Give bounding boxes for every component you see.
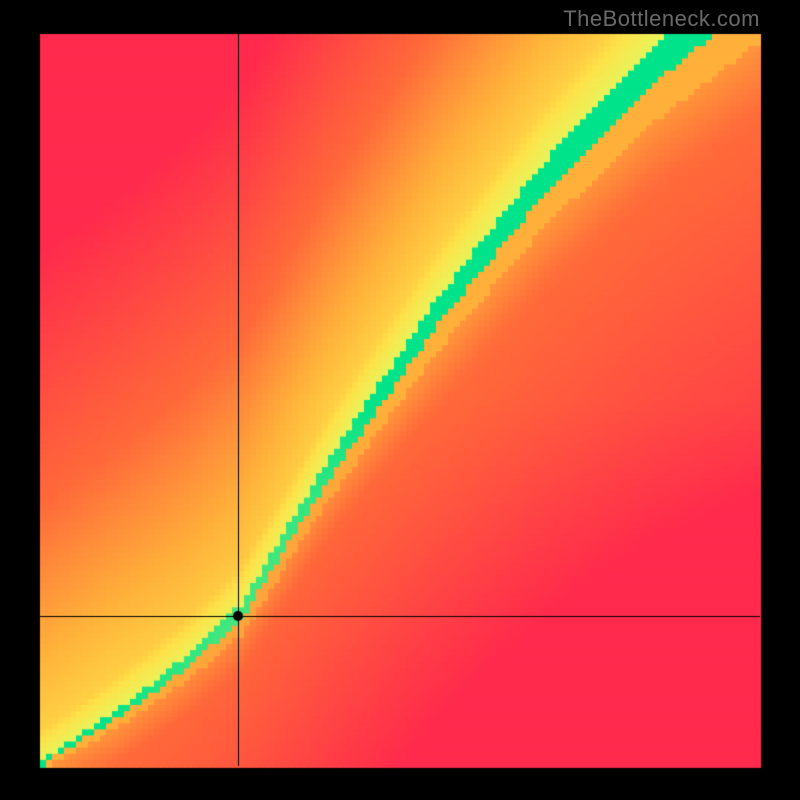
chart-container: TheBottleneck.com bbox=[0, 0, 800, 800]
bottleneck-heatmap bbox=[0, 0, 800, 800]
watermark-text: TheBottleneck.com bbox=[563, 6, 760, 32]
